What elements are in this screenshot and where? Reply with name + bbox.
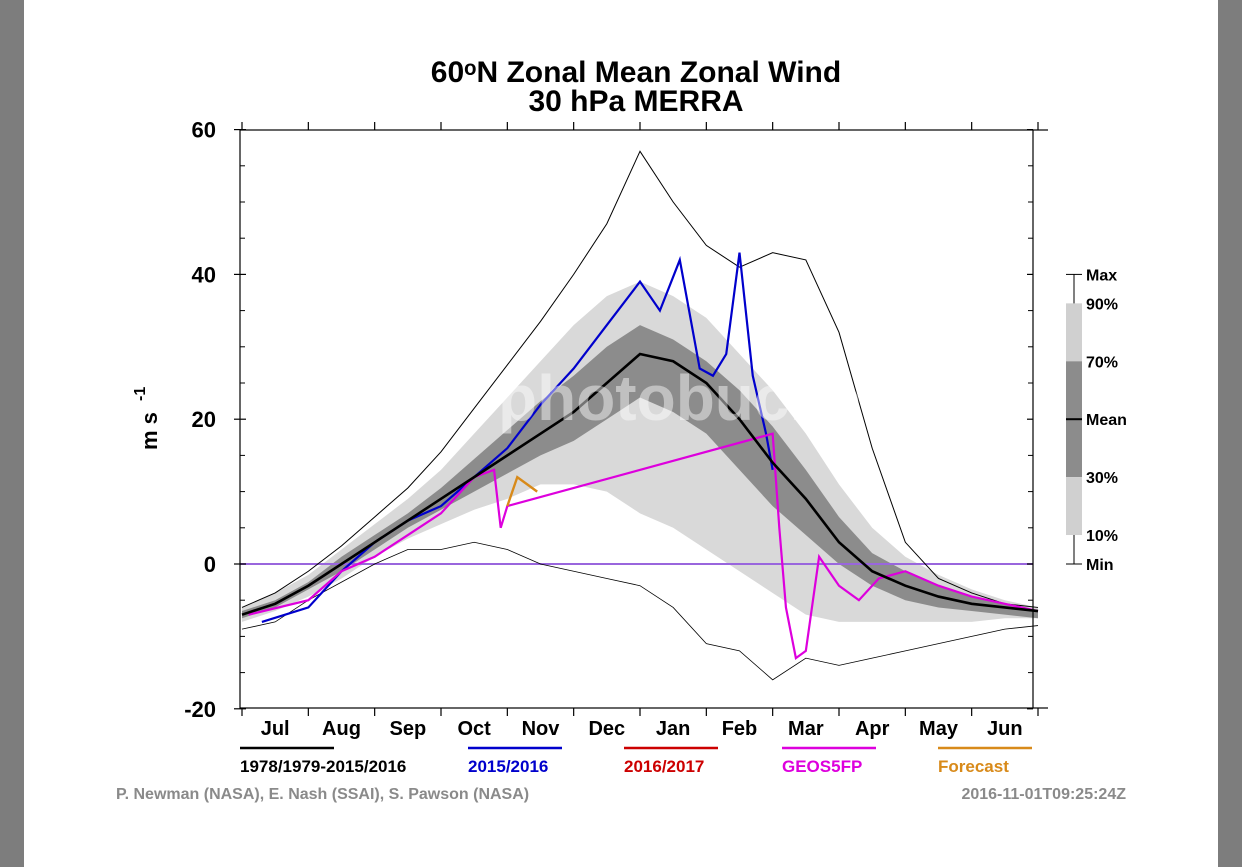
month-label: Jul [261, 718, 290, 740]
y-tick-label: -20 [184, 697, 216, 722]
left-border-band [0, 0, 24, 867]
series-geos5fp-line [248, 432, 1039, 661]
chart-title: 60ᵒN Zonal Mean Zonal Wind [431, 56, 841, 89]
legend-label: Forecast [938, 757, 1009, 776]
month-label: Jan [656, 718, 690, 740]
legend-label: 2016/2017 [624, 757, 704, 776]
key-label: 70% [1086, 354, 1118, 371]
y-tick-label: 0 [204, 552, 216, 577]
key-label: 90% [1086, 296, 1118, 313]
month-label: May [919, 718, 959, 740]
legend-label: GEOS5FP [782, 757, 862, 776]
month-label: Jun [987, 718, 1023, 740]
ylabel-superscript: -1 [132, 387, 149, 401]
key-label: 30% [1086, 470, 1118, 487]
timestamp-text: 2016-11-01T09:25:24Z [961, 786, 1126, 803]
right-border-band [1218, 0, 1242, 867]
month-label: Oct [457, 718, 491, 740]
key-label: Max [1086, 267, 1117, 284]
key-label: Mean [1086, 412, 1127, 429]
month-label: Aug [322, 718, 361, 740]
min-line [241, 541, 1039, 681]
key-band-10-30 [1066, 477, 1082, 536]
month-label: Nov [522, 718, 561, 740]
band-30-70 [242, 325, 1038, 619]
month-label: Apr [855, 718, 890, 740]
key-label: 10% [1086, 528, 1118, 545]
max-line [241, 150, 1039, 608]
mean-line [241, 352, 1039, 616]
y-tick-label: 40 [192, 262, 216, 287]
y-tick-label: 20 [192, 407, 216, 432]
month-label: Sep [389, 718, 426, 740]
legend-label: 2015/2016 [468, 757, 548, 776]
month-label: Feb [722, 718, 758, 740]
series-forecast-line [506, 475, 538, 507]
y-tick-label: 60 [192, 118, 216, 143]
ylabel-text: m s [137, 412, 162, 450]
legend-label: 1978/1979-2015/2016 [240, 757, 406, 776]
key-band-70-90 [1066, 303, 1082, 362]
chart-subtitle: 30 hPa MERRA [528, 85, 743, 118]
month-label: Dec [588, 718, 625, 740]
title-block: 60ᵒN Zonal Mean Zonal Wind 30 hPa MERRA [431, 56, 841, 118]
watermark-text: photobucket [498, 362, 882, 434]
key-label: Min [1086, 557, 1114, 574]
y-axis-label: m s -1 [132, 387, 162, 450]
plot-area: 60 40 20 0 -20 Jul Aug Sep Oct Nov Dec Jan Feb Mar Apr… [184, 118, 1127, 776]
month-label: Mar [788, 718, 824, 740]
credit-text: P. Newman (NASA), E. Nash (SSAI), S. Paw… [116, 786, 529, 803]
